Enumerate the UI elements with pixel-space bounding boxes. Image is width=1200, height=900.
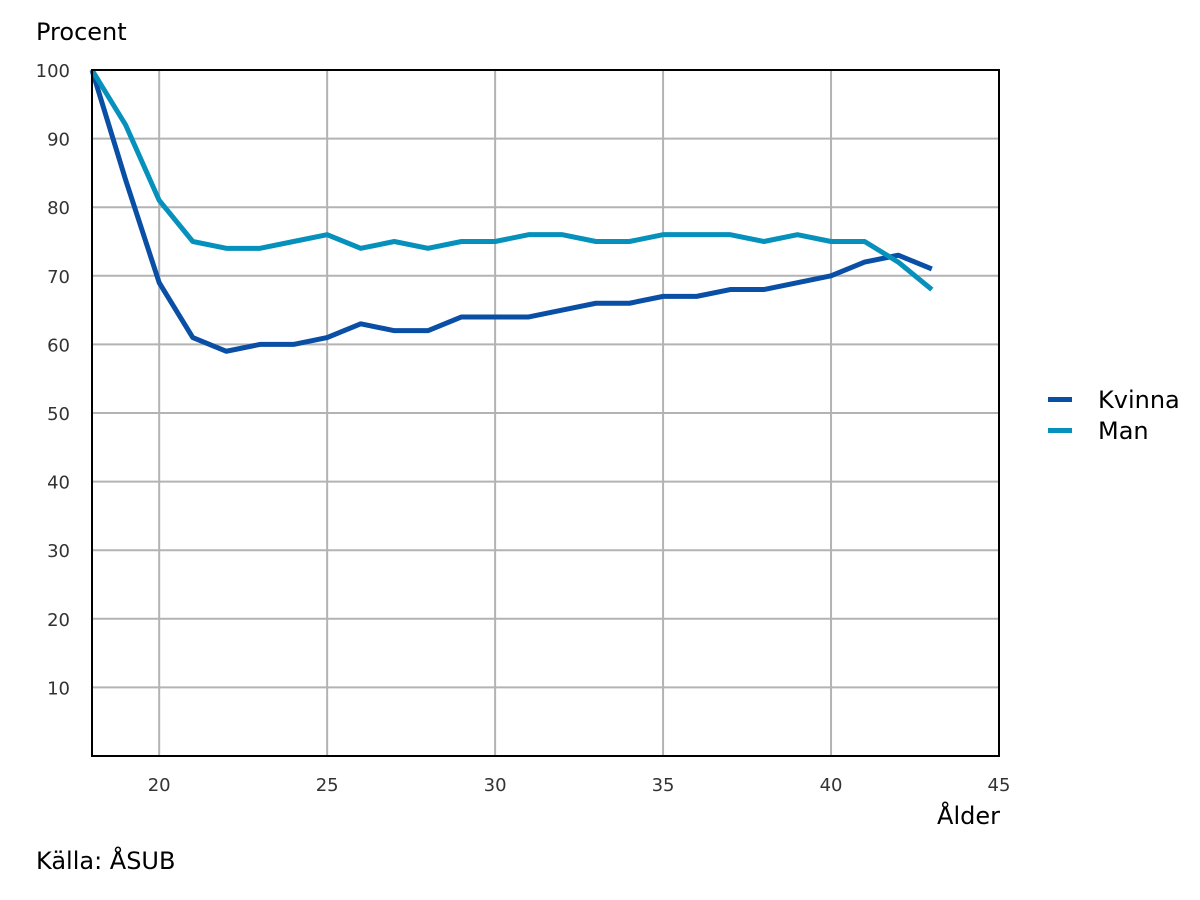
- x-tick-label: 35: [652, 775, 675, 796]
- grid-lines: [92, 69, 999, 756]
- legend-item-kvinna: Kvinna: [1048, 384, 1180, 415]
- x-axis-label: Ålder: [937, 802, 1000, 830]
- y-tick-label: 90: [47, 130, 70, 151]
- legend-swatch: [1048, 428, 1072, 433]
- y-tick-label: 60: [47, 335, 70, 356]
- legend-swatch: [1048, 397, 1072, 402]
- y-axis-ticks: 10 20 30 40 50 60 70 80 90 100: [36, 61, 70, 699]
- x-tick-label: 20: [148, 775, 171, 796]
- y-tick-label: 70: [47, 267, 70, 288]
- series-lines: [89, 68, 934, 354]
- legend: Kvinna Man: [1048, 384, 1180, 446]
- series-line-man: [89, 68, 934, 292]
- x-tick-label: 30: [484, 775, 507, 796]
- plot-frame: [91, 69, 1000, 757]
- y-tick-label: 10: [47, 678, 70, 699]
- y-axis-label: Procent: [36, 18, 127, 46]
- x-axis-ticks: 20 25 30 35 40 45: [148, 775, 1011, 796]
- x-tick-label: 40: [820, 775, 843, 796]
- x-tick-label: 45: [988, 775, 1011, 796]
- y-tick-label: 20: [47, 610, 70, 631]
- series-line-kvinna: [89, 69, 933, 354]
- y-tick-label: 50: [47, 404, 70, 425]
- y-tick-label: 100: [36, 61, 70, 82]
- x-tick-label: 25: [316, 775, 339, 796]
- legend-label: Kvinna: [1098, 385, 1180, 414]
- y-tick-label: 40: [47, 473, 70, 494]
- legend-item-man: Man: [1048, 415, 1180, 446]
- source-note: Källa: ÅSUB: [36, 847, 176, 875]
- y-tick-label: 30: [47, 541, 70, 562]
- y-tick-label: 80: [47, 198, 70, 219]
- legend-label: Man: [1098, 416, 1149, 445]
